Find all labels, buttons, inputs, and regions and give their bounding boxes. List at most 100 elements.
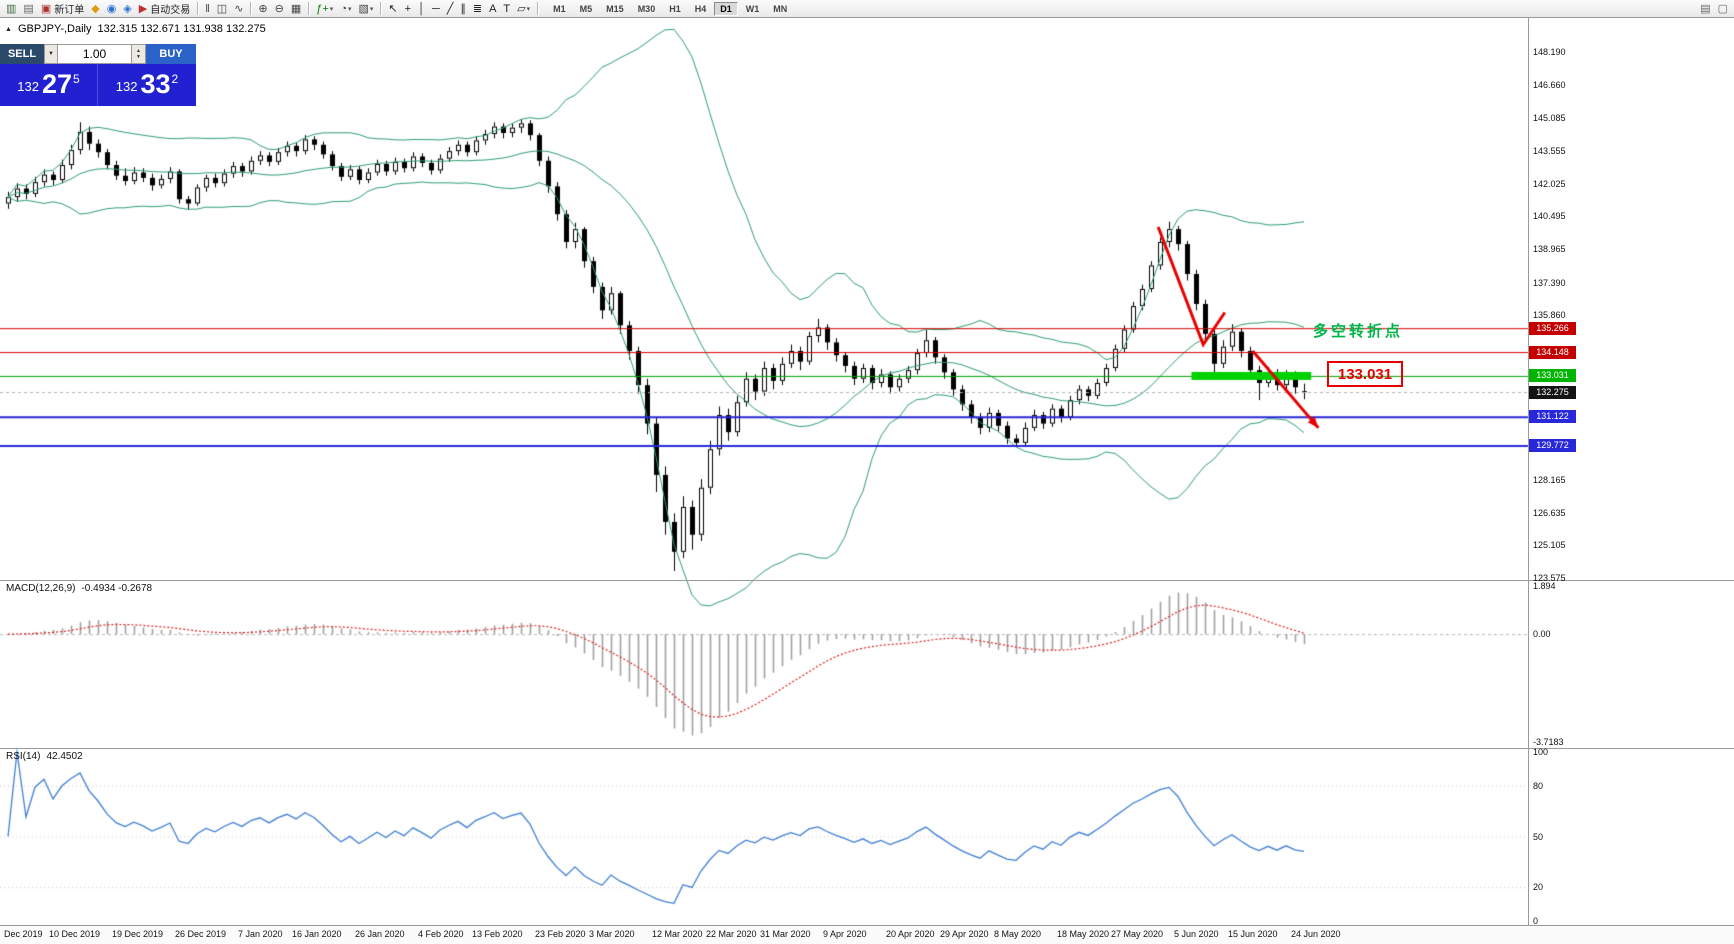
zoom-in-icon-glyph: ⊕ [258,2,268,15]
zoom-in-icon[interactable]: ⊕ [255,1,270,17]
templates-icon[interactable]: ▧ ▾ [355,1,376,17]
rsi-axis-label: 0 [1533,916,1539,926]
cursor-icon[interactable]: ↖ [385,1,400,17]
crosshair-icon[interactable]: + [402,1,414,17]
turning-point-label[interactable]: 多空转折点 [1313,323,1404,340]
periods-icon-glyph: ◔ [340,2,347,15]
zoom-out-icon[interactable]: ⊖ [272,1,287,17]
trendline-icon[interactable]: ╱ [444,1,457,17]
rsi-title-label: RSI(14) [6,751,41,762]
price-axis-line [1528,18,1529,925]
panel-separator-macd[interactable] [0,580,1734,581]
timeframe-d1-button[interactable]: D1 [714,1,738,16]
timeframe-m30-button[interactable]: M30 [637,3,656,14]
price-axis-label: 135.860 [1533,310,1566,321]
new-order-button[interactable]: ▣ 新订单 [38,1,87,17]
chart-window-icon[interactable]: ▤ [20,1,36,17]
candlestick-chart-type-icon-glyph: ◫ [216,2,228,15]
volume-input[interactable]: 1.00 [58,44,132,64]
level-annotation-box[interactable]: 133.031 [1327,361,1403,387]
toolbar-separator [380,2,382,15]
bar-chart-type-icon[interactable]: ‖ [202,1,213,17]
price-axis-label: 145.085 [1533,113,1566,124]
rsi-axis-label: 80 [1533,780,1544,791]
up-arrow-icon: ▲ [5,25,12,33]
price-axis-label: 140.495 [1533,211,1566,222]
equidistant-channel-icon-glyph: ∥ [460,2,466,15]
timeframe-h1-button[interactable]: H1 [669,3,681,14]
chart-properties-icon-glyph: ▢ [1717,2,1728,15]
timeframe-m15-button[interactable]: M15 [606,3,624,14]
timeframe-m1-button[interactable]: M1 [553,3,566,14]
tile-windows-icon[interactable]: ▦ [288,1,304,17]
horizontal-line-icon[interactable]: ─ [429,1,443,17]
time-axis-strip[interactable] [0,926,1734,944]
macd-axis-label-zero: 0.00 [1533,629,1551,640]
date-axis-label: 9 Apr 2020 [823,929,867,939]
panel-separator-rsi[interactable] [0,748,1734,749]
sell-price-button[interactable]: 132 27 5 [0,64,98,106]
buy-price-button[interactable]: 132 33 2 [98,64,196,106]
chevron-down-icon: ▾ [369,5,374,13]
shapes-icon[interactable]: ▱ ▾ [514,1,533,17]
print-icon[interactable]: ▤ [1697,1,1713,17]
date-axis-label: 20 Apr 2020 [886,929,935,939]
rsi-indicator-title: RSI(14) 42.4502 [6,751,83,762]
charts-grid-icon-glyph: ▥ [6,2,17,15]
cursor-icon-glyph: ↖ [388,2,398,15]
chevron-down-icon: ▼ [48,51,54,57]
timeframe-mn-button[interactable]: MN [773,3,788,14]
price-tag: 129.772 [1529,439,1576,453]
volume-stepper[interactable]: ▲ ▼ [132,44,146,64]
price-axis-label: 137.390 [1533,277,1566,288]
timeframe-h4-button[interactable]: H4 [694,3,707,14]
symbols-icon-glyph: ◆ [91,2,100,15]
timeframe-w1-button[interactable]: W1 [745,3,760,14]
price-tag: 135.266 [1529,321,1576,335]
stepper-up-icon: ▲ [136,48,141,54]
chevron-down-icon: ▾ [526,5,531,13]
timeframe-m5-button[interactable]: M5 [579,3,593,14]
candlestick-chart-type-icon[interactable]: ◫ [214,1,230,17]
market-watch-icon[interactable]: ◉ [104,1,120,17]
volume-dropdown-button[interactable]: ▼ [44,44,58,64]
line-chart-type-icon[interactable]: ∿ [231,1,246,17]
one-click-trading-panel: SELL ▼ 1.00 ▲ ▼ BUY 132 27 5 132 33 2 [0,44,196,106]
line-chart-type-icon-glyph: ∿ [234,2,244,15]
date-axis-label: 22 Mar 2020 [706,929,757,939]
ohlc-values: 132.315 132.671 131.938 132.275 [97,23,266,35]
navigator-icon-glyph: ◈ [123,2,132,15]
date-axis-label: 16 Jan 2020 [292,929,342,939]
label-icon[interactable]: T [500,1,513,17]
timeframe-toolbar: M1 M5 M15 M30 H1 H4 D1 W1 MN [546,1,794,16]
date-axis-label: 26 Jan 2020 [355,929,405,939]
sell-button[interactable]: SELL [0,44,44,64]
equidistant-channel-icon[interactable]: ∥ [457,1,469,17]
symbols-icon[interactable]: ◆ [88,1,102,17]
rsi-axis-label: 20 [1533,882,1544,893]
toolbar-separator [537,2,539,15]
date-axis-label: 12 Mar 2020 [652,929,703,939]
navigator-icon[interactable]: ◈ [120,1,134,17]
date-axis-label: 5 Jun 2020 [1174,929,1219,939]
chart-properties-icon[interactable]: ▢ [1715,1,1731,17]
price-axis-label: 143.555 [1533,146,1566,157]
bar-chart-type-icon-glyph: ‖ [205,2,210,15]
zoom-out-icon-glyph: ⊖ [274,2,284,15]
fibonacci-icon[interactable]: ≣ [470,1,485,17]
chart-window-icon-glyph: ▤ [23,2,34,15]
date-axis-label: 8 May 2020 [994,929,1042,939]
sell-price-pips: 27 [41,69,73,99]
auto-trading-button[interactable]: ▶ 自动交易 [136,1,193,17]
vertical-line-icon[interactable]: │ [415,1,428,17]
crosshair-icon-glyph: + [404,2,412,15]
indicators-icon[interactable]: ƒ+ ▾ [313,1,336,17]
charts-grid-icon[interactable]: ▥ [3,1,19,17]
buy-button[interactable]: BUY [146,44,196,64]
text-icon[interactable]: A [486,1,499,17]
text-icon-glyph: A [489,2,497,15]
periods-icon[interactable]: ◔ ▾ [337,1,354,17]
